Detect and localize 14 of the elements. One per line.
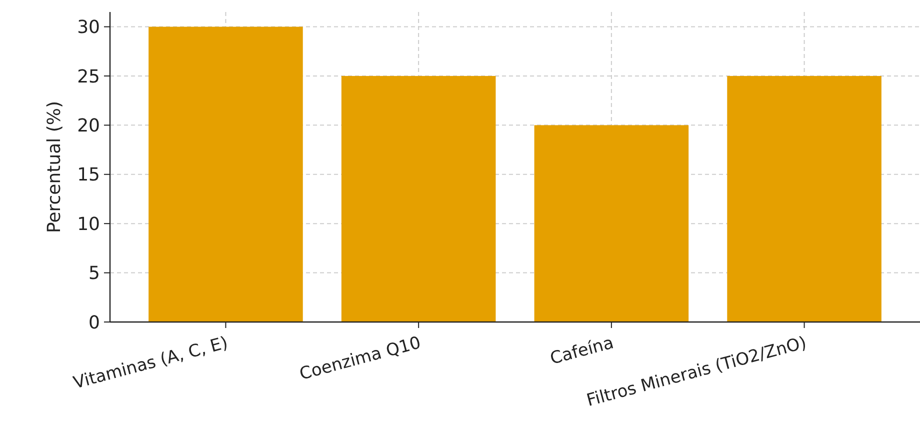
bar <box>727 76 882 322</box>
bar <box>534 125 689 322</box>
y-tick-label: 30 <box>77 17 100 38</box>
y-tick-label: 0 <box>88 312 100 334</box>
bar <box>148 26 303 322</box>
y-tick-label: 10 <box>77 214 100 235</box>
x-tick-label: Cafeína <box>548 333 616 370</box>
y-tick-label: 25 <box>77 66 100 88</box>
y-tick-label: 15 <box>77 164 100 186</box>
y-tick-label: 5 <box>88 263 100 284</box>
bar <box>341 76 496 322</box>
y-tick-label: 20 <box>77 115 100 136</box>
x-tick-label: Coenzima Q10 <box>297 333 423 385</box>
y-axis-title: Percentual (%) <box>44 100 65 234</box>
